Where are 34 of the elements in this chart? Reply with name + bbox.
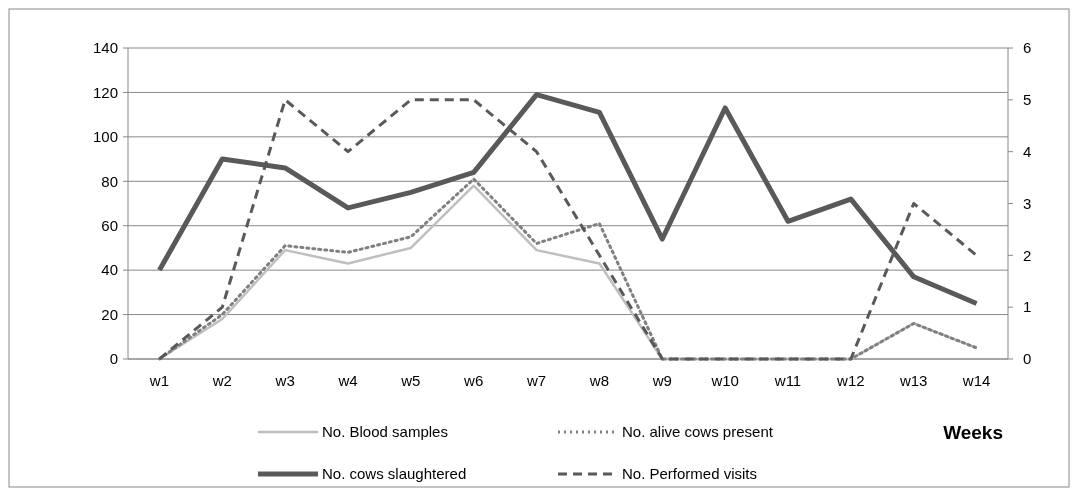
x-tick-label: w5: [400, 372, 421, 389]
legend-label: No. alive cows present: [622, 423, 774, 441]
y2-tick-label: 2: [1023, 246, 1032, 264]
y2-tick-label: 3: [1023, 194, 1032, 212]
x-tick-label: w13: [898, 372, 928, 389]
legend-label: No. Blood samples: [322, 423, 448, 441]
legend-label: No. cows slaughtered: [322, 465, 467, 483]
y2-tick-label: 5: [1023, 91, 1032, 109]
x-axis-title: Weeks: [943, 421, 1003, 443]
x-tick-label: w4: [337, 372, 358, 389]
y2-tick-label: 1: [1023, 298, 1032, 316]
y-tick-label: 60: [101, 216, 118, 234]
x-tick-label: w6: [463, 372, 484, 389]
y2-tick-label: 6: [1023, 39, 1032, 57]
x-tick-label: w10: [710, 372, 739, 389]
legend-label: No. Performed visits: [622, 465, 758, 483]
x-tick-label: w9: [651, 372, 672, 389]
y-tick-label: 40: [101, 261, 118, 279]
x-tick-label: w7: [525, 372, 547, 389]
y-tick-label: 100: [92, 128, 118, 146]
x-tick-label: w14: [961, 372, 991, 389]
y-tick-label: 120: [92, 83, 118, 101]
x-tick-label: w12: [836, 372, 865, 389]
y-tick-label: 80: [101, 172, 118, 190]
x-tick-label: w3: [274, 372, 295, 389]
y-tick-label: 20: [101, 305, 118, 323]
x-tick-label: w2: [211, 372, 232, 389]
y-tick-label: 140: [92, 39, 118, 57]
x-tick-label: w11: [773, 372, 802, 389]
y2-tick-label: 0: [1023, 350, 1032, 368]
y2-tick-label: 4: [1023, 142, 1032, 160]
y-tick-label: 0: [109, 350, 118, 368]
x-tick-label: w1: [148, 372, 170, 389]
x-tick-label: w8: [588, 372, 610, 389]
